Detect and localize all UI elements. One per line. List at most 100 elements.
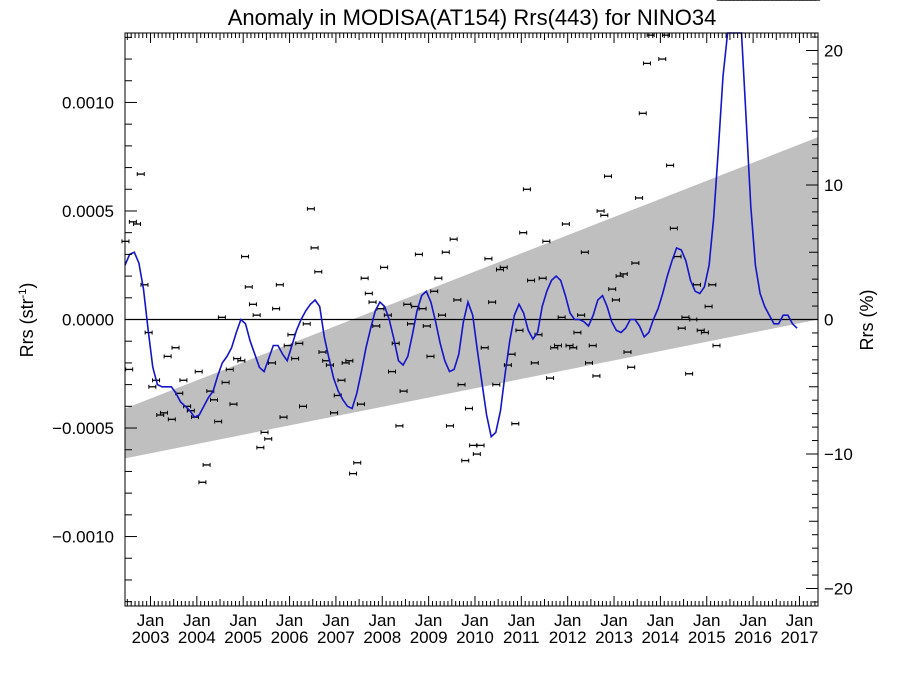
monthly-anomaly-point (368, 300, 377, 305)
monthly-anomaly-point (252, 313, 261, 318)
monthly-anomaly-point (330, 410, 339, 415)
monthly-anomaly-point (588, 343, 597, 348)
monthly-anomaly-point (314, 269, 323, 274)
monthly-anomaly-point (519, 230, 528, 235)
monthly-anomaly-point (244, 284, 253, 289)
x-tick-label-year: 2017 (781, 628, 819, 647)
monthly-anomaly-point (360, 276, 369, 281)
x-tick-label-month: Jan (461, 611, 488, 630)
monthly-anomaly-point (302, 321, 311, 326)
monthly-anomaly-point (237, 358, 246, 363)
monthly-anomaly-point (445, 423, 454, 428)
monthly-anomaly-point (557, 315, 566, 320)
x-tick-label-month: Jan (600, 611, 627, 630)
monthly-anomaly-point (496, 267, 505, 272)
monthly-anomaly-point (388, 369, 397, 374)
monthly-anomaly-point (631, 261, 640, 266)
x-tick-label-month: Jan (647, 611, 674, 630)
monthly-anomaly-point (391, 341, 400, 346)
monthly-anomaly-point (163, 354, 172, 359)
monthly-anomaly-point (241, 254, 250, 259)
monthly-anomaly-point (677, 326, 686, 331)
x-tick-label-month: Jan (415, 611, 442, 630)
y-tick-label: −0.0010 (52, 528, 114, 547)
monthly-anomaly-point (484, 256, 493, 261)
monthly-anomaly-point (341, 360, 350, 365)
monthly-anomaly-point (666, 163, 675, 168)
monthly-anomaly-point (275, 282, 284, 287)
y-tick-label: 0.0005 (62, 202, 114, 221)
x-tick-label-month: Jan (137, 611, 164, 630)
monthly-anomaly-point (399, 389, 408, 394)
monthly-anomaly-point (299, 404, 308, 409)
x-tick-label-month: Jan (322, 611, 349, 630)
y-axis-label-superscript: -1 (17, 289, 29, 299)
monthly-anomaly-point (580, 250, 589, 255)
monthly-anomaly-point (592, 373, 601, 378)
plot-area (121, 0, 821, 485)
monthly-anomaly-point (658, 57, 667, 62)
monthly-anomaly-point (430, 289, 439, 294)
x-tick-label-year: 2003 (132, 628, 170, 647)
monthly-anomaly-point (414, 252, 423, 257)
monthly-anomaly-point (515, 328, 524, 333)
y-tick-label: −0.0005 (52, 419, 114, 438)
x-tick-label-month: Jan (739, 611, 766, 630)
monthly-anomaly-point (364, 291, 373, 296)
monthly-anomaly-point (260, 430, 269, 435)
monthly-anomaly-point (264, 436, 273, 441)
monthly-anomaly-point (418, 306, 427, 311)
y2-tick-label: 10 (824, 176, 843, 195)
monthly-anomaly-point (353, 460, 362, 465)
y-tick-label: 0.0010 (62, 93, 114, 112)
monthly-anomaly-point (615, 274, 624, 279)
monthly-anomaly-point (565, 343, 574, 348)
x-axis: Jan2003Jan2004Jan2005Jan2006Jan2007Jan20… (126, 33, 819, 647)
monthly-anomaly-point (214, 419, 223, 424)
monthly-anomaly-point (221, 380, 230, 385)
monthly-anomaly-point (279, 415, 288, 420)
monthly-anomaly-point (310, 245, 319, 250)
monthly-anomaly-point (422, 324, 431, 329)
x-tick-label-year: 2012 (549, 628, 587, 647)
x-tick-label-year: 2014 (641, 628, 679, 647)
x-tick-label-year: 2005 (224, 628, 262, 647)
monthly-anomaly-point (538, 276, 547, 281)
monthly-anomaly-point (449, 237, 458, 242)
monthly-anomaly-point (611, 297, 620, 302)
monthly-anomaly-point (469, 443, 478, 448)
monthly-anomaly-point (499, 265, 508, 270)
monthly-anomaly-point (179, 378, 188, 383)
monthly-anomaly-point (712, 343, 721, 348)
x-tick-label-year: 2013 (595, 628, 633, 647)
monthly-anomaly-point (623, 350, 632, 355)
monthly-anomaly-point (167, 417, 176, 422)
monthly-anomaly-point (136, 172, 145, 177)
monthly-anomaly-point (291, 356, 300, 361)
monthly-anomaly-point (372, 324, 381, 329)
x-tick-label-year: 2010 (456, 628, 494, 647)
x-tick-label-month: Jan (554, 611, 581, 630)
monthly-anomaly-point (546, 376, 555, 381)
monthly-anomaly-point (522, 187, 531, 192)
monthly-anomaly-point (542, 239, 551, 244)
x-tick-label-year: 2015 (688, 628, 726, 647)
monthly-anomaly-point (573, 330, 582, 335)
monthly-anomaly-point (642, 61, 651, 66)
x-tick-label-month: Jan (276, 611, 303, 630)
x-tick-label-month: Jan (229, 611, 256, 630)
monthly-anomaly-point (318, 350, 327, 355)
monthly-anomaly-points (121, 0, 821, 485)
monthly-anomaly-point (287, 332, 296, 337)
monthly-anomaly-point (128, 219, 137, 224)
x-tick-label-year: 2016 (734, 628, 772, 647)
monthly-anomaly-point (585, 360, 594, 365)
monthly-anomaly-point (395, 423, 404, 428)
monthly-anomaly-point (550, 345, 559, 350)
monthly-anomaly-point (638, 111, 647, 116)
x-tick-label-month: Jan (183, 611, 210, 630)
monthly-anomaly-point (256, 445, 265, 450)
y2-tick-label: −20 (824, 580, 853, 599)
monthly-anomaly-point (148, 384, 157, 389)
